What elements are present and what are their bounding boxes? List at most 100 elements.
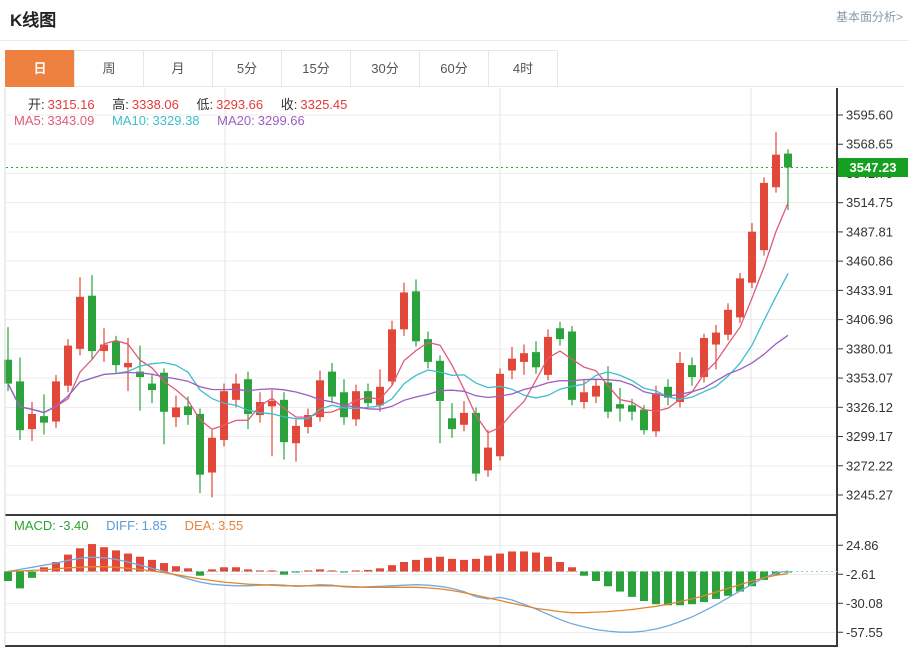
candle-body[interactable] — [412, 291, 420, 342]
macd-bar[interactable] — [784, 571, 792, 573]
macd-bar[interactable] — [196, 571, 204, 576]
candle-body[interactable] — [628, 405, 636, 412]
macd-bar[interactable] — [160, 563, 168, 572]
candle-body[interactable] — [388, 329, 396, 382]
macd-bar[interactable] — [244, 569, 252, 572]
macd-bar[interactable] — [16, 571, 24, 589]
candle-body[interactable] — [700, 338, 708, 378]
candle-body[interactable] — [52, 381, 60, 422]
candle-body[interactable] — [544, 336, 552, 375]
candle-body[interactable] — [64, 345, 72, 386]
candle-body[interactable] — [40, 416, 48, 423]
candle-body[interactable] — [148, 383, 156, 391]
macd-bar[interactable] — [184, 568, 192, 572]
macd-bar[interactable] — [448, 558, 456, 572]
tab-week[interactable]: 周 — [74, 50, 144, 87]
macd-bar[interactable] — [64, 554, 72, 572]
macd-bar[interactable] — [148, 559, 156, 572]
macd-bar[interactable] — [604, 571, 612, 587]
candle-body[interactable] — [532, 352, 540, 368]
macd-bar[interactable] — [700, 571, 708, 603]
macd-bar[interactable] — [112, 550, 120, 572]
candle-body[interactable] — [604, 382, 612, 412]
macd-bar[interactable] — [364, 569, 372, 572]
candle-body[interactable] — [304, 415, 312, 427]
macd-bar[interactable] — [532, 552, 540, 572]
macd-bar[interactable] — [268, 570, 276, 572]
macd-bar[interactable] — [724, 571, 732, 596]
macd-bar[interactable] — [28, 571, 36, 578]
candle-body[interactable] — [244, 379, 252, 414]
candle-body[interactable] — [496, 373, 504, 457]
candle-body[interactable] — [232, 383, 240, 400]
macd-bar[interactable] — [256, 570, 264, 572]
macd-bar[interactable] — [460, 559, 468, 572]
candle-body[interactable] — [448, 418, 456, 430]
macd-bar[interactable] — [664, 571, 672, 606]
tab-60min[interactable]: 60分 — [419, 50, 489, 87]
macd-bar[interactable] — [652, 571, 660, 605]
candle-body[interactable] — [724, 309, 732, 335]
macd-bar[interactable] — [76, 548, 84, 572]
macd-bar[interactable] — [400, 561, 408, 572]
macd-bar[interactable] — [280, 571, 288, 575]
fundamental-analysis-link[interactable]: 基本面分析> — [835, 10, 903, 24]
candle-body[interactable] — [28, 413, 36, 430]
macd-bar[interactable] — [220, 567, 228, 572]
macd-bar[interactable] — [676, 571, 684, 606]
candle-body[interactable] — [316, 380, 324, 418]
macd-bar[interactable] — [736, 571, 744, 592]
macd-bar[interactable] — [520, 551, 528, 572]
macd-bar[interactable] — [568, 567, 576, 572]
macd-bar[interactable] — [544, 556, 552, 572]
macd-bar[interactable] — [136, 556, 144, 572]
macd-bar[interactable] — [424, 557, 432, 572]
macd-bar[interactable] — [496, 553, 504, 572]
candle-body[interactable] — [292, 425, 300, 444]
macd-bar[interactable] — [580, 571, 588, 576]
macd-bar[interactable] — [484, 555, 492, 572]
macd-bar[interactable] — [628, 571, 636, 597]
macd-bar[interactable] — [352, 570, 360, 572]
macd-bar[interactable] — [508, 551, 516, 572]
candle-body[interactable] — [88, 295, 96, 352]
tab-5min[interactable]: 5分 — [212, 50, 282, 87]
candle-body[interactable] — [784, 153, 792, 168]
macd-bar[interactable] — [688, 571, 696, 605]
macd-bar[interactable] — [316, 569, 324, 572]
macd-bar[interactable] — [376, 568, 384, 572]
candle-body[interactable] — [568, 331, 576, 400]
tab-day[interactable]: 日 — [5, 50, 75, 87]
macd-bar[interactable] — [100, 547, 108, 572]
candle-body[interactable] — [76, 296, 84, 349]
candle-body[interactable] — [280, 399, 288, 443]
candle-body[interactable] — [136, 371, 144, 378]
macd-bar[interactable] — [304, 570, 312, 572]
macd-bar[interactable] — [640, 571, 648, 602]
candle-body[interactable] — [688, 365, 696, 378]
candle-body[interactable] — [268, 400, 276, 407]
candle-body[interactable] — [652, 393, 660, 432]
candle-body[interactable] — [4, 359, 12, 384]
macd-bar[interactable] — [292, 571, 300, 573]
candle-body[interactable] — [124, 362, 132, 368]
macd-bar[interactable] — [712, 571, 720, 599]
macd-bar[interactable] — [436, 556, 444, 572]
candle-body[interactable] — [520, 353, 528, 362]
candle-body[interactable] — [436, 360, 444, 401]
tab-15min[interactable]: 15分 — [281, 50, 351, 87]
candle-body[interactable] — [196, 413, 204, 475]
macd-bar[interactable] — [52, 561, 60, 572]
candle-body[interactable] — [220, 391, 228, 440]
macd-bar[interactable] — [760, 571, 768, 580]
candle-body[interactable] — [376, 386, 384, 406]
macd-bar[interactable] — [232, 567, 240, 572]
candle-body[interactable] — [340, 392, 348, 418]
candle-body[interactable] — [760, 182, 768, 251]
tab-4hour[interactable]: 4时 — [488, 50, 558, 87]
candle-body[interactable] — [100, 344, 108, 352]
candle-body[interactable] — [712, 332, 720, 345]
macd-bar[interactable] — [412, 559, 420, 572]
candle-body[interactable] — [256, 402, 264, 416]
candle-body[interactable] — [172, 407, 180, 418]
